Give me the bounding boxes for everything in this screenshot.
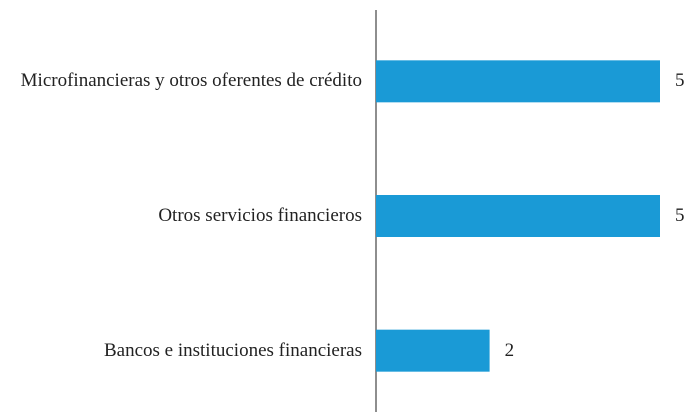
value-label: 5	[675, 205, 685, 226]
value-label: 2	[504, 339, 515, 361]
category-label: Microfinancieras y otros oferentes de cr…	[8, 69, 362, 93]
bar	[376, 60, 660, 103]
bar	[376, 329, 490, 372]
category-text: Microfinancieras y otros oferentes de cr…	[20, 70, 362, 92]
category-text: Otros servicios financieros	[158, 205, 362, 226]
category-label: Bancos e instituciones financieras	[8, 339, 362, 363]
bar	[376, 195, 660, 237]
value-label: 5	[675, 70, 685, 92]
category-text: Bancos e instituciones financieras	[103, 339, 362, 361]
category-label: Otros servicios financieros	[8, 204, 362, 228]
